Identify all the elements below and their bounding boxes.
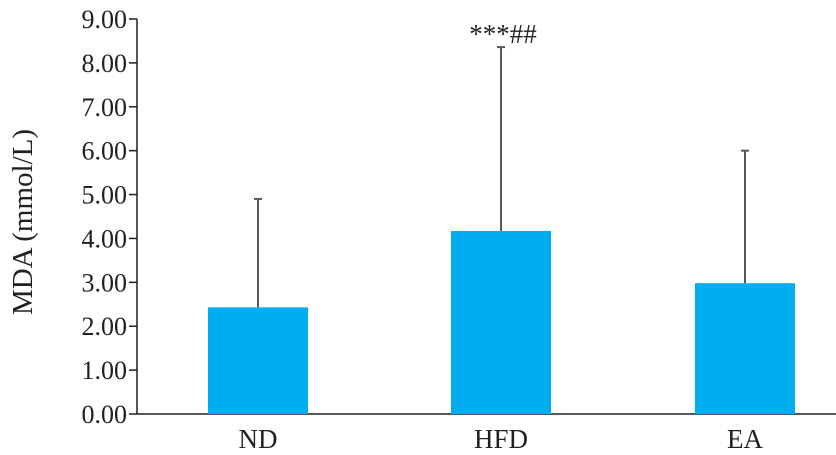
- category-labels: ND HFD EA: [239, 424, 764, 454]
- bars: [208, 230, 795, 414]
- x-tick-label: EA: [727, 424, 763, 454]
- x-tick-label: ND: [239, 424, 278, 454]
- error-bars: [254, 46, 749, 308]
- y-tick-label: 8.00: [82, 49, 128, 78]
- x-tick-label: HFD: [474, 424, 528, 454]
- y-tick-label: 1.00: [82, 356, 128, 385]
- y-tick-label: 4.00: [82, 224, 128, 253]
- y-axis: 0.00 1.00 2.00 3.00 4.00 5.00 6.00 7.00 8.00 9.00: [82, 5, 138, 429]
- y-tick-label: 2.00: [82, 312, 128, 341]
- y-tick-label: 0.00: [82, 400, 128, 429]
- significance-annotation: ***##: [469, 19, 537, 49]
- bar-ea: [695, 283, 795, 414]
- y-axis-title-group: MDA (mmol/L): [7, 129, 39, 315]
- y-tick-label: 3.00: [82, 268, 128, 297]
- bar-hfd: [451, 230, 551, 414]
- y-tick-label: 9.00: [82, 5, 128, 34]
- y-tick-label: 6.00: [82, 137, 128, 166]
- y-tick-label: 7.00: [82, 93, 128, 122]
- y-tick-label: 5.00: [82, 181, 128, 210]
- bar-nd: [208, 307, 308, 414]
- y-axis-title: MDA (mmol/L): [7, 129, 39, 315]
- annotations: ***##: [469, 19, 537, 49]
